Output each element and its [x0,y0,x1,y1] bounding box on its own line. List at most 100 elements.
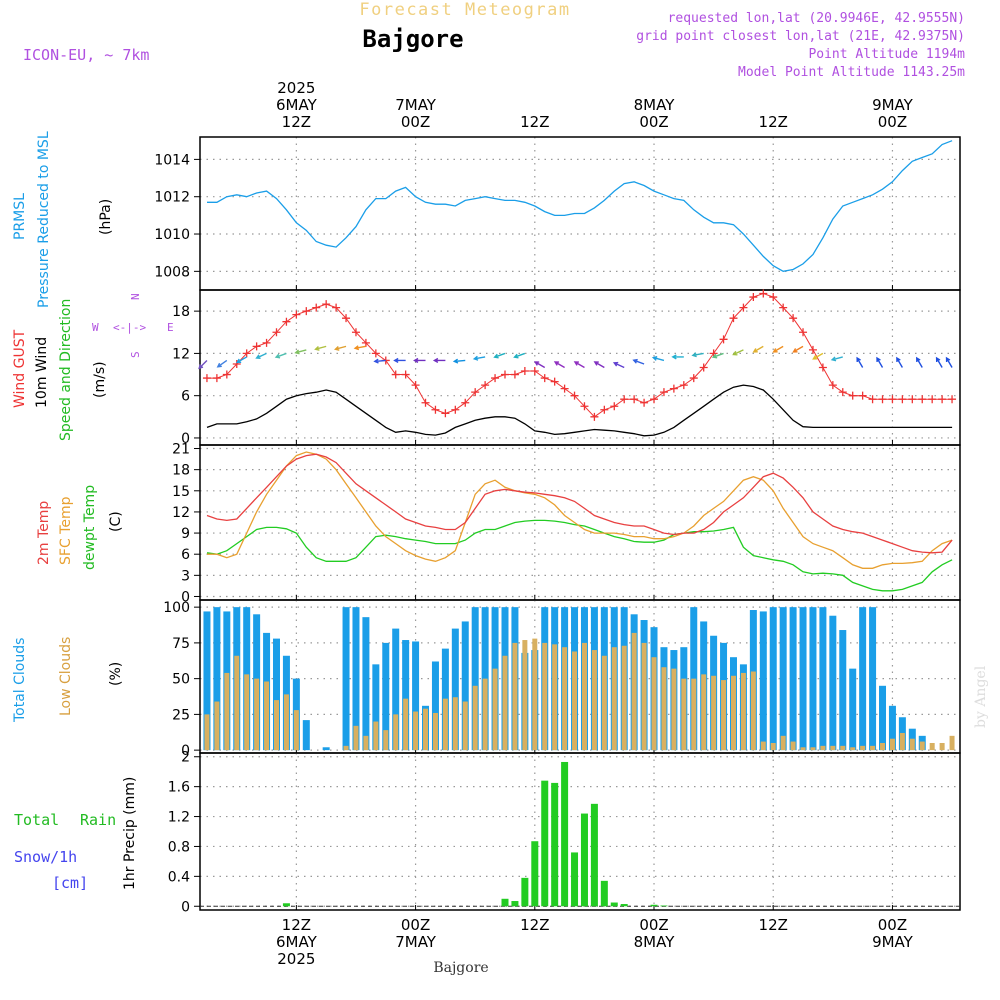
wind-arrow [876,356,884,368]
wind-arrow [711,352,724,359]
total-cloud-bar [819,607,827,751]
low-cloud-bar [522,640,528,751]
precip-label-rain: Rain [80,811,116,829]
gust-marker [451,405,460,414]
low-cloud-bar [214,701,220,751]
wind-arrow [472,355,486,361]
gust-marker [361,338,370,347]
bottom-time-label: 8MAY [634,933,676,951]
low-cloud-bar [462,701,468,751]
gust-marker [242,349,251,358]
bottom-time-label: 12Z [282,916,311,934]
total-cloud-bar [879,685,887,751]
top-time-label: 00Z [878,113,907,131]
total-cloud-bar [362,617,370,751]
precip-label-cm: [cm] [52,874,88,892]
cloud-label-2: Low Clouds [58,637,74,716]
wind-arrow [896,356,903,368]
low-cloud-bar [283,694,289,751]
wind-arrow [691,352,704,358]
gust-marker [918,395,927,404]
total-cloud-bar [799,607,807,751]
low-cloud-bar [919,741,925,751]
gust-marker [530,367,539,376]
rain-bar [660,905,668,907]
rain-bar [561,761,569,907]
gust-marker [222,370,231,379]
wind-arrow [772,345,784,353]
y-tick-label: 0 [181,743,190,759]
total-cloud-bar [431,661,439,751]
low-cloud-bar [383,730,389,751]
wind-arrow [413,357,426,363]
y-tick-label: 1.6 [168,780,190,796]
gust-marker [580,402,589,411]
rain-bar [521,877,529,907]
y-tick-label: 1008 [154,264,190,280]
low-cloud-bar [581,642,587,751]
rain-bar [531,841,539,907]
info-line-2: grid point closest lon,lat (21E, 42.9375… [636,29,965,44]
gust-marker [510,370,519,379]
compass-arrow: <-|-> [113,321,146,334]
y-tick-label: 18 [172,304,190,320]
gust-marker [799,328,808,337]
gust-marker [908,395,917,404]
total-cloud-bar [839,630,847,751]
gust-marker [441,409,450,418]
y-tick-label: 0 [181,589,190,605]
low-cloud-bar [532,638,538,751]
y-tick-label: 12 [172,505,190,521]
bottom-time-label: 00Z [878,916,907,934]
low-cloud-bar [254,678,260,751]
low-cloud-bar [750,671,756,751]
low-cloud-bar [899,732,905,751]
pressure-line [207,140,953,272]
precip-unit: 1hr Precip (mm) [122,777,138,890]
low-cloud-bar [482,678,488,751]
low-cloud-bar [711,675,717,751]
wind-arrow [353,345,367,351]
footer-station: Bajgore [433,960,488,976]
low-cloud-bar [432,712,438,751]
low-cloud-bar [413,711,419,751]
y-tick-label: 9 [181,526,190,542]
y-tick-label: 12 [172,346,190,362]
total-cloud-bar [829,615,837,751]
gust-marker [550,377,559,386]
rain-bar [580,813,588,907]
cloud-label-1: Total Clouds [12,638,28,723]
low-cloud-bar [661,667,667,751]
y-tick-label: 3 [181,568,190,584]
gust-marker [292,310,301,319]
low-cloud-bar [373,721,379,751]
low-cloud-bar [591,650,597,751]
gust-marker [659,388,668,397]
low-cloud-bar [512,642,518,751]
low-cloud-bar [760,741,766,751]
sfc-temp-line [207,451,953,569]
rain-bar [610,902,618,907]
gust-marker [491,374,500,383]
y-tick-label: 100 [163,600,190,616]
low-cloud-bar [631,632,637,751]
top-time-label: 00Z [401,113,430,131]
y-tick-label: 1.2 [168,810,190,826]
gust-marker [640,398,649,407]
gust-marker [650,395,659,404]
gust-marker [868,395,877,404]
gust-marker [590,412,599,421]
total-cloud-bar [769,607,777,751]
gust-marker [779,303,788,312]
low-cloud-bar [601,655,607,751]
gust-marker [500,370,509,379]
low-cloud-bar [691,678,697,751]
wind-arrow [432,357,446,363]
top-time-label: 2025 [277,79,315,97]
total-cloud-bar [352,607,360,751]
low-cloud-bar [621,645,627,751]
panel-frame [199,289,961,446]
total-cloud-bar [382,642,390,751]
rain-bar [511,901,519,907]
